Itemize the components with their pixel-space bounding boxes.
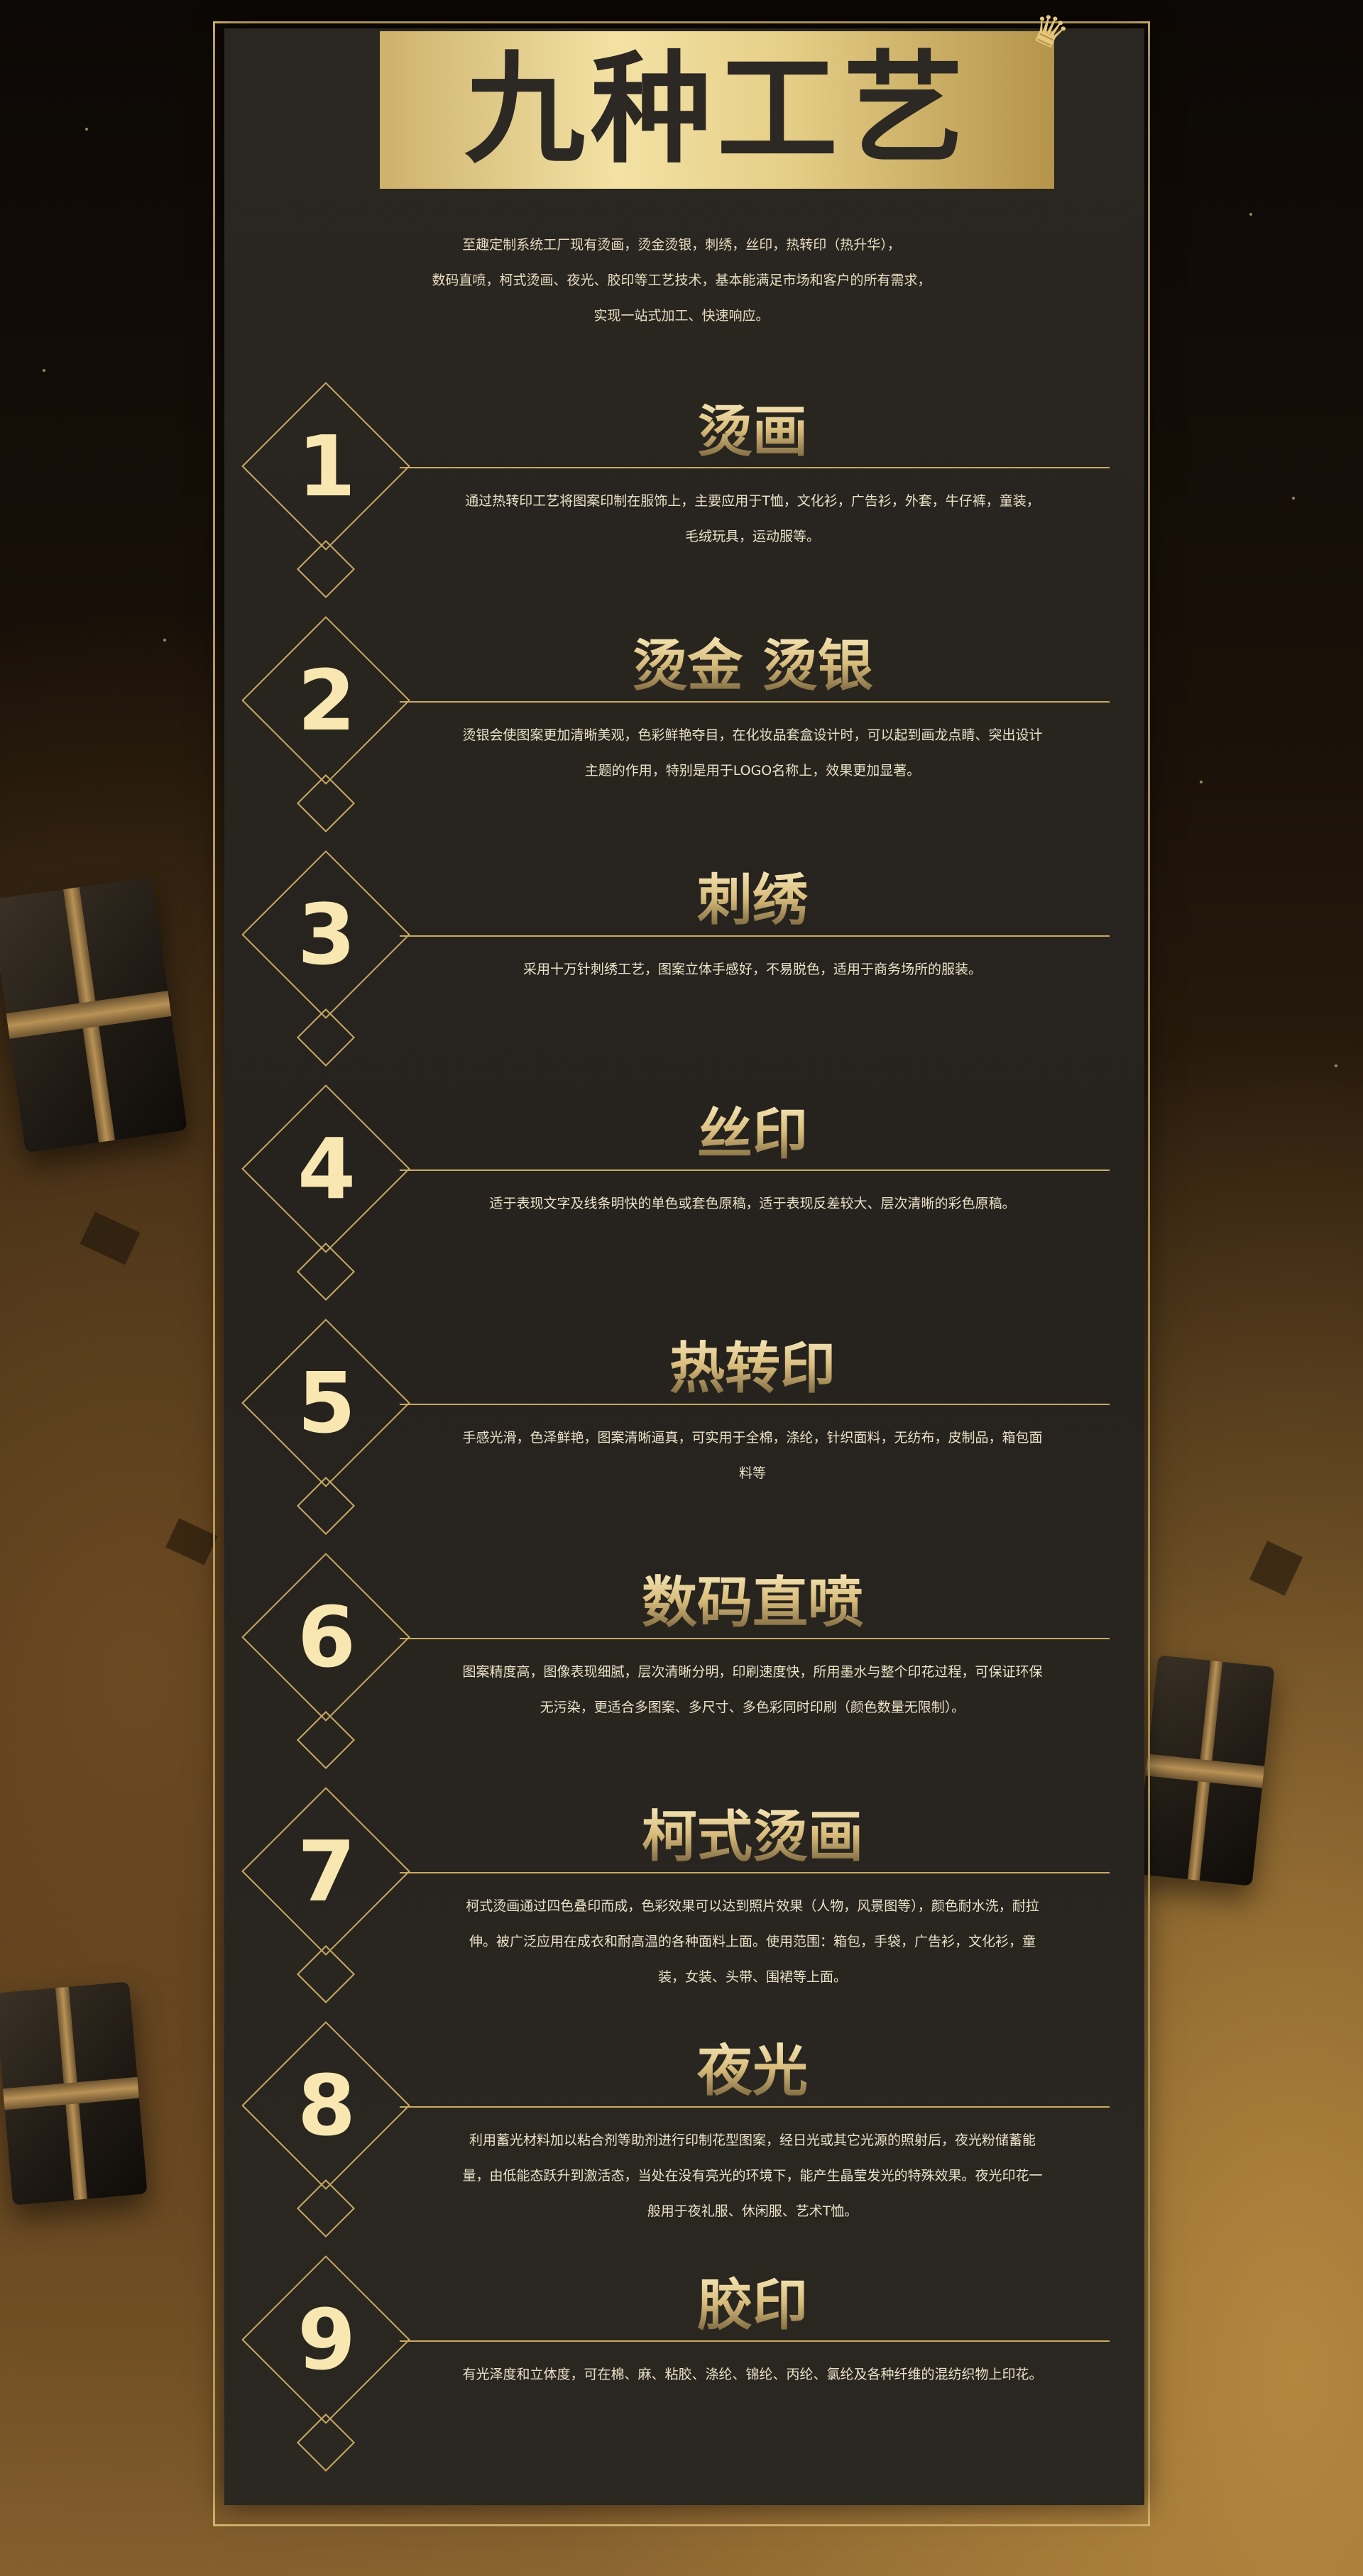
divider-line	[400, 467, 1110, 468]
page-title: 九种工艺	[464, 40, 970, 180]
craft-description: 图案精度高，图像表现细腻，层次清晰分明，印刷速度快，所用墨水与整个印花过程，可保…	[462, 1664, 1043, 1715]
craft-description: 手感光滑，色泽鲜艳，图案清晰逼真，可实用于全棉，涤纶，针织面料，无纺布，皮制品，…	[462, 1430, 1043, 1481]
intro-line: 数码直喷，柯式烫画、夜光、胶印等工艺技术，基本能满足市场和客户的所有需求，	[432, 273, 931, 288]
divider-line	[400, 2340, 1110, 2342]
background-shard	[165, 1518, 218, 1565]
craft-number: 4	[297, 1120, 356, 1218]
craft-title: 数码直喷	[461, 1572, 1044, 1634]
craft-title: 烫画	[461, 401, 1044, 463]
craft-description: 有光泽度和立体度，可在棉、麻、粘胶、涤纶、锦纶、丙纶、氯纶及各种纤维的混纺织物上…	[462, 2367, 1043, 2382]
craft-title: 柯式烫画	[461, 1806, 1044, 1868]
craft-description: 柯式烫画通过四色叠印而成，色彩效果可以达到照片效果（人物，风景图等），颜色耐水洗…	[466, 1898, 1039, 1985]
craft-number: 7	[297, 1822, 356, 1920]
divider-line	[400, 935, 1110, 937]
background-shard	[1249, 1541, 1303, 1596]
intro-line: 至趣定制系统工厂现有烫画，烫金烫银，刺绣，丝印，热转印（热升华），	[462, 237, 901, 253]
craft-number: 1	[297, 417, 356, 515]
outer-frame	[213, 21, 1150, 2526]
craft-description: 烫银会使图案更加清晰美观，色彩鲜艳夺目，在化妆品套盒设计时，可以起到画龙点睛、突…	[462, 727, 1043, 778]
craft-description: 利用蓄光材料加以粘合剂等助剂进行印制花型图案，经日光或其它光源的照射后，夜光粉储…	[462, 2132, 1043, 2219]
intro-text: 至趣定制系统工厂现有烫画，烫金烫银，刺绣，丝印，热转印（热升华）， 数码直喷，柯…	[398, 227, 965, 334]
title-banner: 九种工艺	[380, 31, 1054, 189]
craft-number: 2	[297, 651, 356, 749]
background-shard	[80, 1211, 141, 1265]
craft-description: 通过热转印工艺将图案印制在服饰上，主要应用于T恤，文化衫，广告衫，外套，牛仔裤，…	[465, 493, 1040, 544]
craft-number: 6	[297, 1588, 356, 1686]
craft-number: 9	[297, 2291, 356, 2389]
divider-line	[400, 701, 1110, 703]
craft-title: 刺绣	[461, 869, 1044, 932]
craft-title: 胶印	[461, 2274, 1044, 2337]
gift-box-icon	[0, 1981, 148, 2206]
divider-line	[400, 1638, 1110, 1639]
divider-line	[400, 1404, 1110, 1405]
craft-title: 夜光	[461, 2040, 1044, 2103]
gift-box-icon	[1135, 1655, 1275, 1886]
craft-title: 烫金 烫银	[461, 635, 1044, 698]
divider-line	[400, 2106, 1110, 2108]
craft-title: 热转印	[461, 1338, 1044, 1400]
craft-number: 5	[297, 1354, 356, 1452]
gift-box-icon	[0, 876, 187, 1153]
craft-description: 适于表现文字及线条明快的单色或套色原稿，适于表现反差较大、层次清晰的彩色原稿。	[489, 1196, 1016, 1211]
craft-title: 丝印	[461, 1103, 1044, 1166]
divider-line	[400, 1872, 1110, 1873]
craft-number: 3	[297, 886, 356, 984]
craft-number: 8	[297, 2057, 356, 2154]
content-panel	[224, 28, 1144, 2505]
divider-line	[400, 1169, 1110, 1171]
intro-line: 实现一站式加工、快速响应。	[593, 308, 770, 324]
craft-description: 采用十万针刺绣工艺，图案立体手感好，不易脱色，适用于商务场所的服装。	[522, 962, 982, 977]
